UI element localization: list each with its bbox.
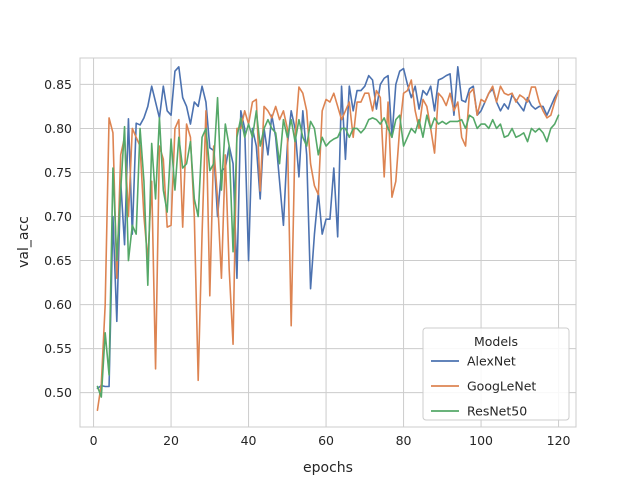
legend: Models AlexNet GoogLeNet ResNet50 (422, 327, 570, 421)
plot-frame (79, 57, 577, 428)
series-line-alexnet (96, 66, 560, 390)
legend-box (422, 327, 570, 421)
y-tick-label: 0.50 (44, 385, 72, 400)
x-tick-label: 0 (90, 433, 98, 448)
y-tick-label: 0.55 (44, 341, 72, 356)
x-axis-label: epochs (303, 460, 353, 476)
y-axis-ticks: 0.50 0.55 0.60 0.65 0.70 0.75 0.80 0.85 (44, 77, 72, 400)
legend-items: AlexNet GoogLeNet ResNet50 (431, 354, 536, 419)
series-line-googlenet (96, 79, 560, 412)
y-tick-label: 0.60 (44, 297, 72, 312)
y-tick-label: 0.65 (44, 253, 72, 268)
y-axis-label: val_acc (16, 216, 32, 268)
y-tick-label: 0.85 (44, 77, 72, 92)
x-tick-label: 60 (318, 433, 334, 448)
y-tick-label: 0.75 (44, 165, 72, 180)
x-tick-label: 20 (163, 433, 179, 448)
x-tick-label: 120 (547, 433, 571, 448)
legend-label: GoogLeNet (467, 379, 536, 394)
x-axis-ticks: 0 20 40 60 80 100 120 (90, 433, 571, 448)
y-tick-label: 0.70 (44, 209, 72, 224)
x-tick-label: 100 (469, 433, 493, 448)
series-lines (96, 66, 560, 412)
legend-item-alexnet: AlexNet (431, 354, 516, 369)
legend-item-resnet50: ResNet50 (431, 404, 527, 419)
legend-label: AlexNet (467, 354, 516, 369)
series-line-resnet50 (96, 96, 560, 398)
x-tick-label: 40 (241, 433, 257, 448)
legend-item-googlenet: GoogLeNet (431, 379, 536, 394)
legend-title: Models (474, 334, 518, 349)
legend-label: ResNet50 (467, 404, 527, 419)
y-tick-label: 0.80 (44, 121, 72, 136)
x-tick-label: 80 (396, 433, 412, 448)
